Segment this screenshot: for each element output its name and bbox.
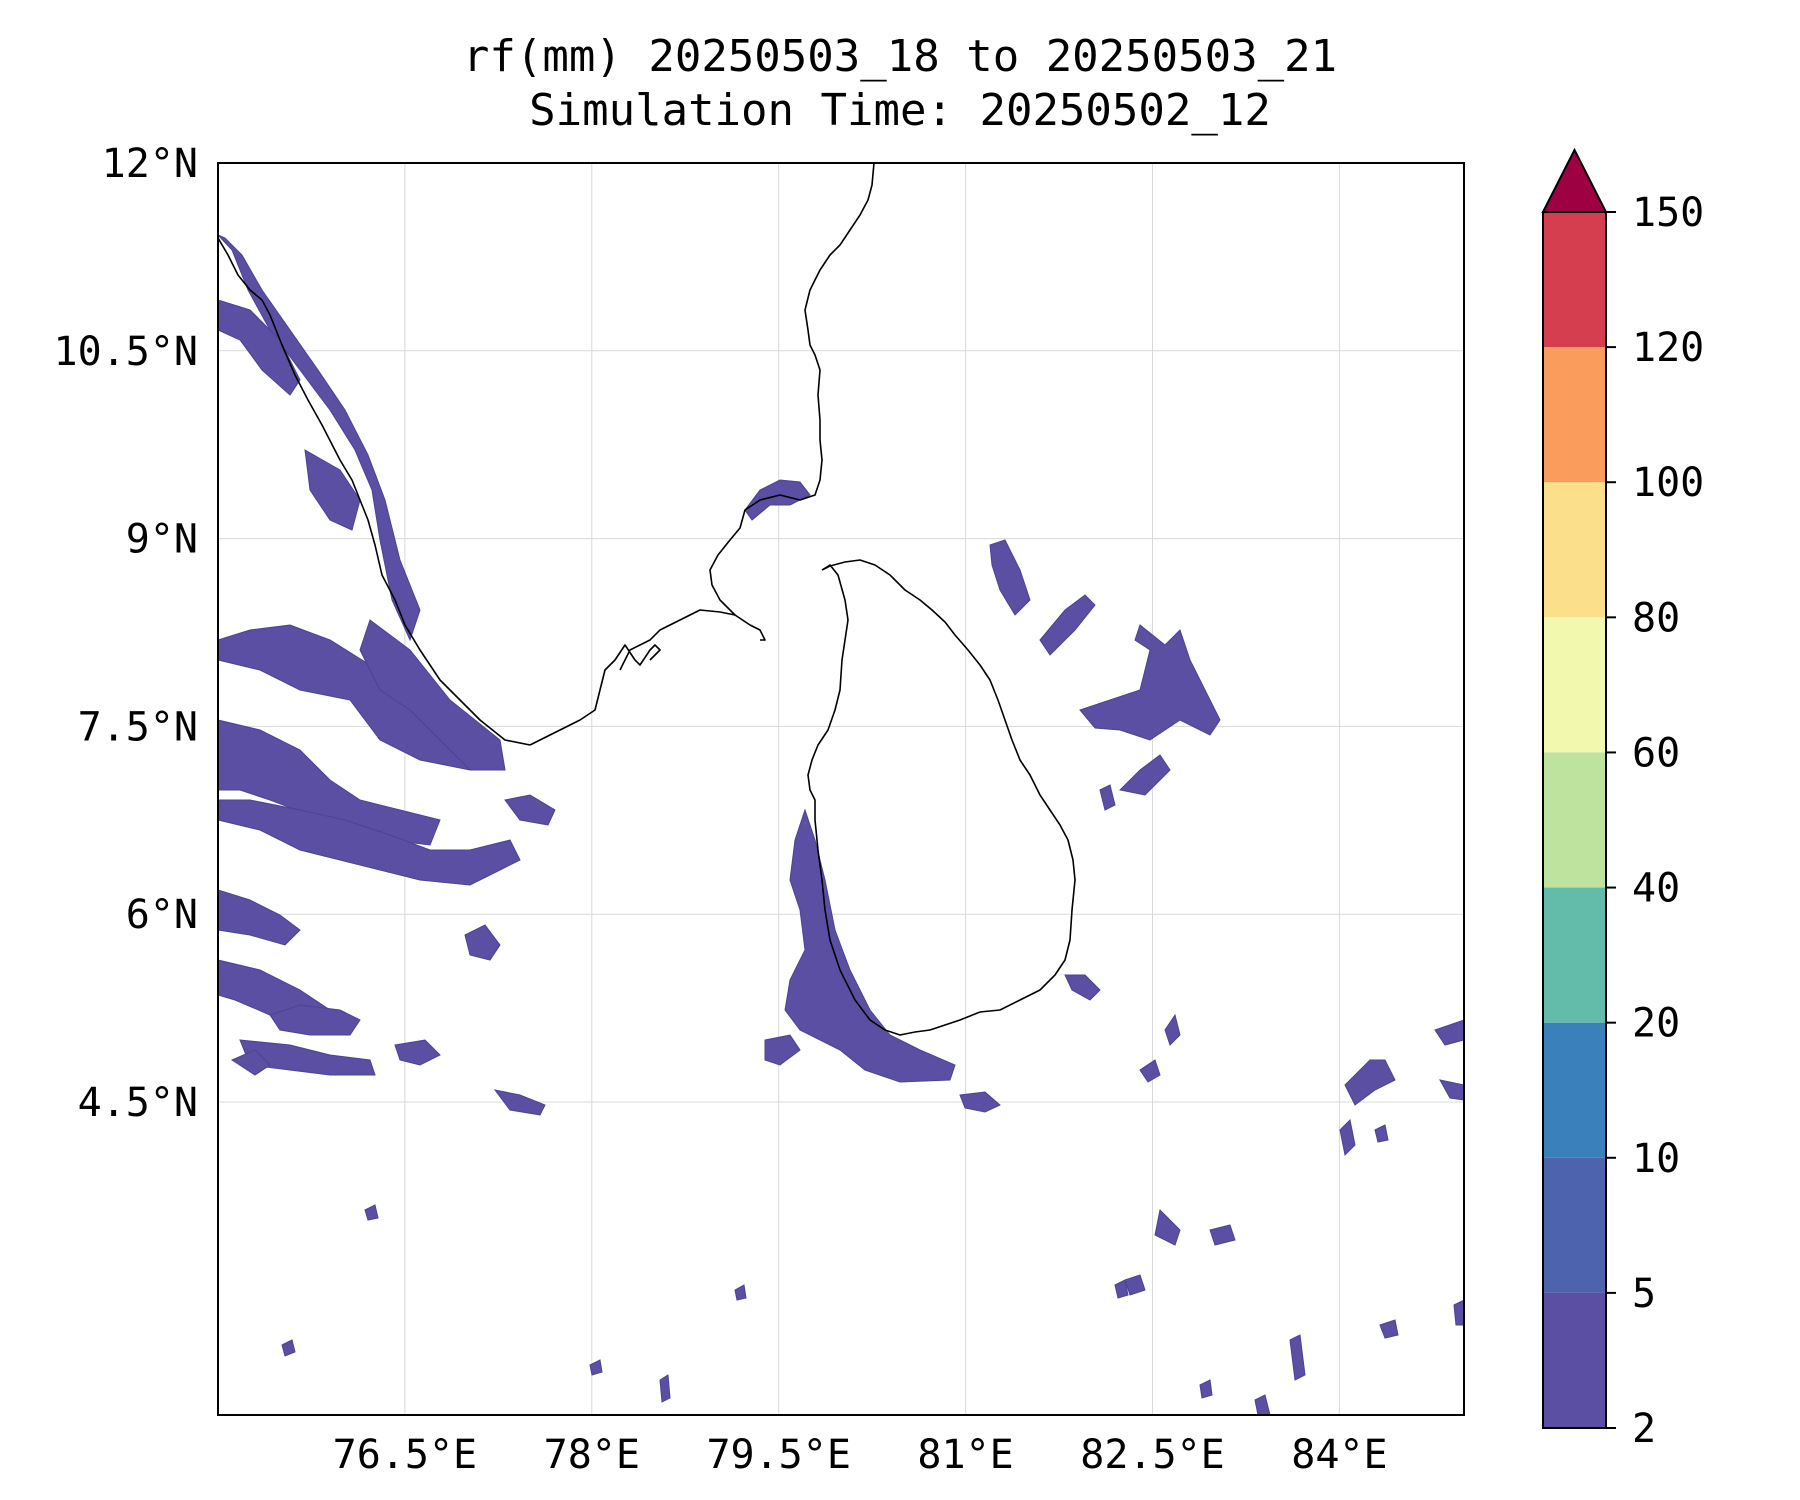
coastline-india-southeast bbox=[529, 609, 766, 746]
colorbar-bin bbox=[1543, 752, 1606, 888]
rain-region-kerala-mid bbox=[304, 449, 361, 531]
rain-region-arabian-sea-5 bbox=[218, 889, 301, 946]
colorbar-bin bbox=[1543, 1157, 1606, 1293]
y-tick-label: 10.5°N bbox=[54, 329, 199, 375]
rain-region-bay-bengal-11 bbox=[1154, 1208, 1181, 1246]
x-tick-label: 84°E bbox=[1291, 1432, 1387, 1478]
rain-region-arabian-sea-11 bbox=[504, 794, 556, 826]
rain-region-bay-bengal-16 bbox=[1289, 1334, 1306, 1381]
rain-region-arabian-sea-10 bbox=[493, 1089, 546, 1116]
colorbar-tick-label: 40 bbox=[1632, 866, 1680, 912]
x-tick-label: 82.5°E bbox=[1080, 1432, 1225, 1478]
rain-region-bay-bengal-15 bbox=[1339, 1118, 1356, 1157]
rain-region-bay-bengal-9 bbox=[1434, 1019, 1464, 1046]
colorbar-bin bbox=[1543, 212, 1606, 348]
rain-speck-2 bbox=[589, 1359, 603, 1376]
rain-region-bay-bengal-7 bbox=[1139, 1059, 1161, 1083]
map-title: rf(mm) 20250503_18 to 20250503_21 Simula… bbox=[0, 30, 1800, 138]
colorbar-tick-label: 2 bbox=[1632, 1406, 1656, 1452]
rain-region-arabian-sea-12 bbox=[464, 924, 501, 961]
colorbar-tick-label: 80 bbox=[1632, 595, 1680, 641]
gridlines bbox=[218, 162, 1464, 1415]
map-frame bbox=[217, 162, 1465, 1416]
rain-region-arabian-sea-13 bbox=[394, 1039, 441, 1066]
rain-region-kerala-north bbox=[218, 234, 421, 642]
y-tick-label: 4.5°N bbox=[78, 1080, 198, 1126]
rain-region-bay-bengal-17 bbox=[1254, 1394, 1271, 1415]
colorbar-bin bbox=[1543, 347, 1606, 483]
y-tick-label: 9°N bbox=[126, 517, 198, 563]
rain-region-bay-bengal-5 bbox=[1099, 784, 1116, 811]
rain-speck-3 bbox=[659, 1374, 671, 1403]
rain-region-bay-bengal-1 bbox=[989, 539, 1031, 616]
colorbar-tick-label: 20 bbox=[1632, 1001, 1680, 1047]
rain-region-sri-lanka-west bbox=[784, 808, 956, 1083]
x-tick-label: 78°E bbox=[544, 1432, 640, 1478]
colorbar-bin bbox=[1543, 1292, 1606, 1428]
rain-speck-7 bbox=[1199, 1379, 1213, 1399]
colorbar-tick-label: 5 bbox=[1632, 1271, 1656, 1317]
rain-region-arabian-sea-3 bbox=[218, 799, 521, 886]
colorbar-tick-label: 100 bbox=[1632, 460, 1704, 506]
rain-region-sri-lanka-southwest bbox=[764, 1034, 801, 1066]
x-tick-label: 76.5°E bbox=[333, 1432, 478, 1478]
rain-region-bay-bengal-2 bbox=[1039, 594, 1096, 656]
rain-speck-4 bbox=[734, 1284, 747, 1301]
colorbar-bin bbox=[1543, 1022, 1606, 1158]
colorbar-tick-label: 150 bbox=[1632, 190, 1704, 236]
rain-region-arabian-sea-8 bbox=[269, 1004, 361, 1036]
rain-region-arabian-sea-4 bbox=[359, 619, 506, 771]
rain-region-bay-bengal-3 bbox=[1079, 624, 1221, 741]
y-tick-label: 7.5°N bbox=[78, 704, 198, 750]
colorbar-tick-label: 60 bbox=[1632, 730, 1680, 776]
rain-speck-6 bbox=[1114, 1279, 1129, 1299]
x-tick-label: 81°E bbox=[917, 1432, 1013, 1478]
colorbar-frame bbox=[1542, 211, 1607, 1429]
rainfall-contours bbox=[218, 234, 1464, 1415]
y-tick-label: 12°N bbox=[102, 141, 198, 187]
colorbar-bin bbox=[1543, 482, 1606, 618]
coastline bbox=[218, 163, 1076, 1036]
rain-region-bay-bengal-8 bbox=[1344, 1059, 1396, 1106]
rain-region-kerala-west bbox=[218, 299, 301, 396]
title-variable-period: rf(mm) 20250503_18 to 20250503_21 bbox=[462, 31, 1338, 82]
title-simulation-time: Simulation Time: 20250502_12 bbox=[529, 85, 1271, 136]
rain-region-bay-bengal-14 bbox=[1379, 1319, 1399, 1339]
rain-region-sri-lanka-southeast bbox=[1064, 974, 1101, 1001]
rain-region-bay-bengal-13 bbox=[1209, 1224, 1236, 1246]
rain-region-bay-bengal-10 bbox=[1439, 1079, 1464, 1101]
rain-region-arabian-sea-2 bbox=[218, 719, 441, 846]
rain-region-palk-strait bbox=[744, 479, 811, 521]
y-tick-labels: 12°N 10.5°N 9°N 7.5°N 6°N 4.5°N bbox=[54, 141, 199, 1126]
rain-speck-1 bbox=[281, 1339, 296, 1357]
y-tick-label: 6°N bbox=[126, 892, 198, 938]
colorbar: 2 5 10 20 40 60 80 100 120 150 bbox=[1541, 147, 1704, 1452]
coastline-india-west bbox=[218, 237, 531, 746]
rain-speck-8 bbox=[1374, 1124, 1389, 1143]
coastline-sri-lanka bbox=[807, 559, 1076, 1036]
colorbar-bin bbox=[1543, 887, 1606, 1023]
coastline-india-palk-bay bbox=[709, 163, 875, 616]
rain-region-bay-bengal-12 bbox=[1124, 1274, 1146, 1296]
rain-region-arabian-sea-9 bbox=[230, 1049, 271, 1076]
x-tick-label: 79.5°E bbox=[706, 1432, 851, 1478]
colorbar-tick-label: 120 bbox=[1632, 325, 1704, 371]
rain-region-bay-bengal-18 bbox=[1453, 1299, 1464, 1326]
rain-region-bay-bengal-6 bbox=[1164, 1013, 1181, 1046]
rain-region-sri-lanka-south bbox=[959, 1091, 1001, 1113]
colorbar-tick-label: 10 bbox=[1632, 1136, 1680, 1182]
rain-region-bay-bengal-4 bbox=[1118, 754, 1171, 796]
colorbar-extend-max bbox=[1541, 147, 1608, 213]
x-tick-labels: 76.5°E 78°E 79.5°E 81°E 82.5°E 84°E bbox=[333, 1432, 1388, 1478]
colorbar-bin bbox=[1543, 617, 1606, 753]
rain-speck-5 bbox=[364, 1204, 379, 1221]
